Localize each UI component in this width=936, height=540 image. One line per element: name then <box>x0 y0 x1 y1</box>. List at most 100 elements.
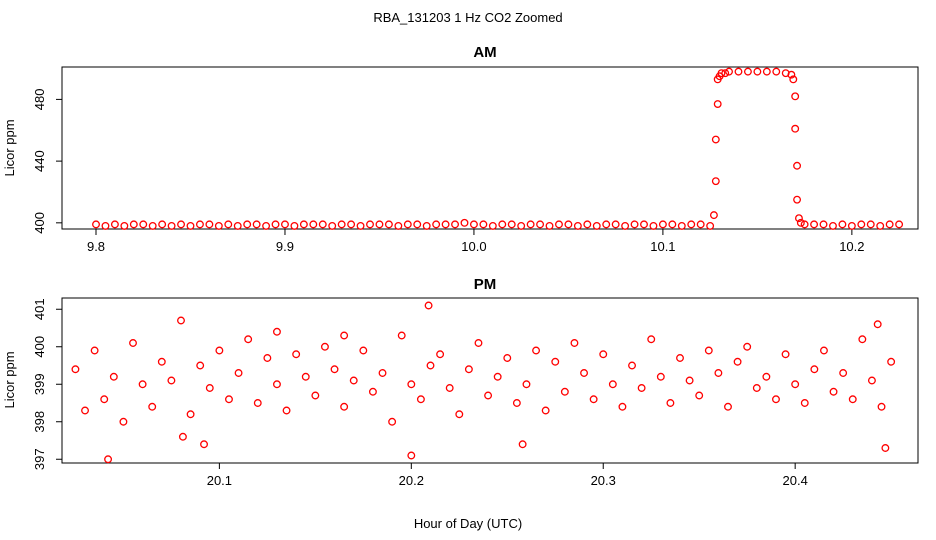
chart-pm-point <box>724 402 732 411</box>
chart-am-point <box>706 221 715 230</box>
chart-am-point <box>838 220 847 229</box>
chart-pm-point <box>244 335 253 344</box>
chart-pm-point <box>666 399 675 407</box>
chart-pm-xaxis: 20.1 20.2 20.3 20.4 <box>207 463 808 488</box>
chart-am-point <box>677 221 686 230</box>
chart-pm-ylabel: Licor ppm <box>2 351 17 408</box>
chart-am-point <box>810 220 819 229</box>
chart-pm-point <box>762 372 771 381</box>
chart-am-point <box>526 220 535 229</box>
chart-am-point <box>640 220 648 229</box>
chart-pm-point <box>532 346 541 355</box>
chart-pm-point <box>484 391 493 400</box>
chart-pm-ytick-label: 399 <box>32 373 47 395</box>
chart-pm-point <box>608 380 617 389</box>
chart-am-point <box>252 220 261 229</box>
chart-am-point <box>564 220 573 229</box>
chart-pm-point <box>839 369 848 377</box>
chart-am-point <box>762 67 771 76</box>
chart-am-point <box>441 220 450 229</box>
chart-pm-point <box>656 372 665 381</box>
chart-am-point <box>337 220 346 229</box>
chart-pm-point <box>445 384 454 392</box>
chart-am-point <box>271 220 280 229</box>
chart-pm-point <box>628 361 636 370</box>
chart-am-point <box>796 218 805 227</box>
chart-pm-ytick-label: 401 <box>32 298 47 320</box>
chart-pm-point <box>474 339 483 347</box>
chart-am-point <box>318 220 327 229</box>
chart-pm-title: PM <box>474 276 497 293</box>
chart-pm-point <box>570 339 579 347</box>
chart-am-point <box>713 100 722 108</box>
chart-pm-point <box>273 327 281 336</box>
chart-pm-point <box>800 399 809 407</box>
chart-pm-point <box>340 402 349 411</box>
chart-pm-point <box>81 406 89 415</box>
chart-am-point <box>895 220 904 229</box>
chart-am-point <box>129 220 138 229</box>
chart-am-point <box>347 220 356 229</box>
chart-am-point <box>583 220 592 229</box>
chart-am-point <box>139 220 148 229</box>
chart-am-point <box>791 124 800 133</box>
chart-pm-point <box>685 376 694 385</box>
chart-am-point <box>795 214 803 223</box>
chart-am-point <box>403 220 412 229</box>
chart-pm-point <box>349 376 358 385</box>
chart-am-point <box>186 221 195 230</box>
chart-pm-plot-frame <box>61 297 919 464</box>
chart-pm-point <box>810 365 819 374</box>
chart-am-point <box>432 220 441 229</box>
chart-pm-point <box>148 402 157 411</box>
chart-pm-point <box>676 354 684 362</box>
chart-am-point <box>375 220 384 229</box>
chart-pm-point <box>752 384 761 392</box>
chart-am-point <box>555 220 563 229</box>
chart-am-point <box>787 70 796 79</box>
chart-am-point <box>717 69 726 78</box>
chart-am-point <box>789 75 798 84</box>
chart-am-point <box>592 221 601 230</box>
chart-pm-xtick-label: 20.1 <box>207 473 232 488</box>
chart-pm-xtick-label: 20.4 <box>783 473 808 488</box>
chart-am-point <box>224 220 233 229</box>
chart-pm-point <box>205 384 214 392</box>
chart-pm-point <box>225 395 233 404</box>
chart-pm-point <box>292 350 301 359</box>
chart-pm-ytick-label: 397 <box>32 448 47 470</box>
chart-pm-point <box>887 357 896 366</box>
chart-am-point <box>413 220 422 229</box>
chart-am-point <box>366 220 374 229</box>
chart-am-ylabel: Licor ppm <box>2 119 17 176</box>
chart-pm-point <box>877 402 886 411</box>
chart-am-point <box>101 221 110 230</box>
chart-am-point <box>711 135 720 144</box>
chart-am: AM Licor ppm 9.8 9.9 10.0 10.1 10.2 400 440 48… <box>2 44 919 254</box>
chart-am-point <box>721 69 730 78</box>
chart-pm-point <box>829 387 838 396</box>
chart-pm-point <box>424 301 433 310</box>
chart-am-point <box>328 221 337 230</box>
chart-pm-yaxis: 397 398 399 400 401 <box>32 298 62 470</box>
chart-am-point <box>479 220 488 229</box>
chart-pm-xtick-label: 20.3 <box>591 473 616 488</box>
chart-am-point <box>687 220 696 229</box>
chart-am-xtick-label: 9.8 <box>87 239 105 254</box>
chart-pm-point <box>512 399 521 407</box>
chart-pm-points <box>71 301 896 464</box>
chart-am-point <box>711 177 720 186</box>
chart-pm-point <box>704 346 713 355</box>
chart-pm-point <box>186 410 195 419</box>
chart-am-plot-frame <box>61 66 919 230</box>
chart-am-point <box>857 220 866 229</box>
chart-pm-point <box>330 365 339 374</box>
chart-am-point <box>725 67 733 76</box>
chart-pm-point <box>426 361 435 370</box>
chart-pm-point <box>695 391 704 400</box>
chart-pm-point <box>820 346 828 355</box>
chart-am-xaxis: 9.8 9.9 10.0 10.1 10.2 <box>87 229 865 254</box>
chart-am-point <box>696 220 705 229</box>
figure-title: RBA_131203 1 Hz CO2 Zoomed <box>373 10 562 25</box>
